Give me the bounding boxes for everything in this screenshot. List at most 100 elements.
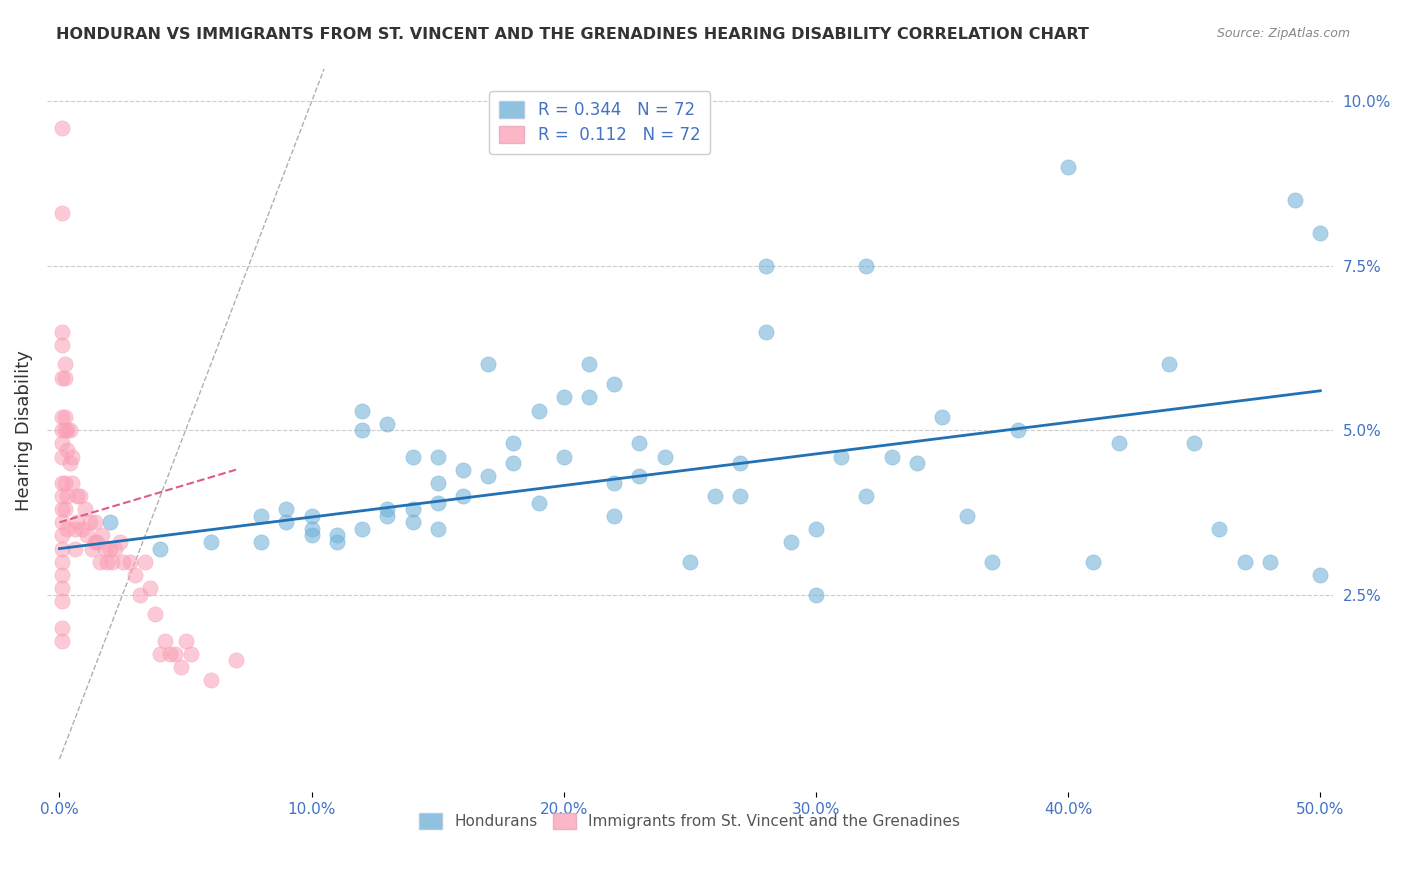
Point	[56, 423, 79, 437]
Point	[143, 607, 166, 622]
Legend: Hondurans, Immigrants from St. Vincent and the Grenadines: Hondurans, Immigrants from St. Vincent a…	[413, 806, 966, 835]
Point	[66, 489, 89, 503]
Point	[70, 522, 93, 536]
Point	[603, 508, 626, 523]
Point	[111, 555, 134, 569]
Point	[1108, 436, 1130, 450]
Point	[1182, 436, 1205, 450]
Point	[1233, 555, 1256, 569]
Point	[58, 423, 80, 437]
Point	[129, 588, 152, 602]
Point	[477, 358, 499, 372]
Point	[527, 403, 550, 417]
Point	[53, 475, 76, 490]
Point	[56, 442, 79, 457]
Point	[53, 358, 76, 372]
Point	[301, 508, 323, 523]
Point	[855, 259, 877, 273]
Point	[401, 516, 423, 530]
Point	[139, 581, 162, 595]
Point	[981, 555, 1004, 569]
Point	[502, 436, 524, 450]
Point	[83, 516, 105, 530]
Point	[120, 555, 142, 569]
Point	[730, 456, 752, 470]
Point	[1258, 555, 1281, 569]
Point	[603, 475, 626, 490]
Point	[375, 417, 398, 431]
Point	[155, 633, 177, 648]
Point	[86, 535, 108, 549]
Point	[159, 647, 181, 661]
Point	[53, 410, 76, 425]
Point	[754, 325, 776, 339]
Point	[165, 647, 187, 661]
Point	[51, 410, 73, 425]
Point	[628, 436, 651, 450]
Point	[804, 588, 827, 602]
Point	[94, 541, 117, 556]
Point	[51, 325, 73, 339]
Point	[401, 450, 423, 464]
Point	[124, 568, 146, 582]
Point	[200, 673, 222, 688]
Point	[830, 450, 852, 464]
Point	[73, 502, 96, 516]
Point	[375, 508, 398, 523]
Point	[426, 495, 449, 509]
Point	[169, 660, 191, 674]
Point	[704, 489, 727, 503]
Point	[60, 475, 83, 490]
Point	[956, 508, 979, 523]
Point	[51, 528, 73, 542]
Point	[276, 502, 298, 516]
Point	[301, 528, 323, 542]
Point	[730, 489, 752, 503]
Point	[108, 535, 131, 549]
Point	[91, 528, 114, 542]
Point	[931, 410, 953, 425]
Point	[1208, 522, 1230, 536]
Point	[477, 469, 499, 483]
Point	[1007, 423, 1029, 437]
Point	[326, 535, 349, 549]
Point	[51, 489, 73, 503]
Point	[101, 555, 124, 569]
Point	[679, 555, 702, 569]
Point	[1083, 555, 1105, 569]
Point	[578, 390, 600, 404]
Point	[276, 516, 298, 530]
Point	[1284, 193, 1306, 207]
Point	[1157, 358, 1180, 372]
Point	[451, 463, 474, 477]
Point	[352, 403, 374, 417]
Point	[880, 450, 903, 464]
Point	[654, 450, 676, 464]
Point	[502, 456, 524, 470]
Y-axis label: Hearing Disability: Hearing Disability	[15, 350, 32, 511]
Point	[76, 528, 98, 542]
Point	[451, 489, 474, 503]
Text: HONDURAN VS IMMIGRANTS FROM ST. VINCENT AND THE GRENADINES HEARING DISABILITY CO: HONDURAN VS IMMIGRANTS FROM ST. VINCENT …	[56, 27, 1090, 42]
Point	[326, 528, 349, 542]
Point	[98, 541, 121, 556]
Point	[553, 390, 575, 404]
Point	[51, 594, 73, 608]
Point	[53, 370, 76, 384]
Point	[63, 522, 86, 536]
Point	[63, 541, 86, 556]
Point	[200, 535, 222, 549]
Point	[527, 495, 550, 509]
Point	[553, 450, 575, 464]
Point	[96, 555, 118, 569]
Point	[79, 516, 101, 530]
Point	[301, 522, 323, 536]
Point	[53, 423, 76, 437]
Point	[225, 653, 247, 667]
Point	[352, 522, 374, 536]
Point	[426, 522, 449, 536]
Point	[66, 516, 89, 530]
Point	[51, 423, 73, 437]
Point	[578, 358, 600, 372]
Point	[352, 423, 374, 437]
